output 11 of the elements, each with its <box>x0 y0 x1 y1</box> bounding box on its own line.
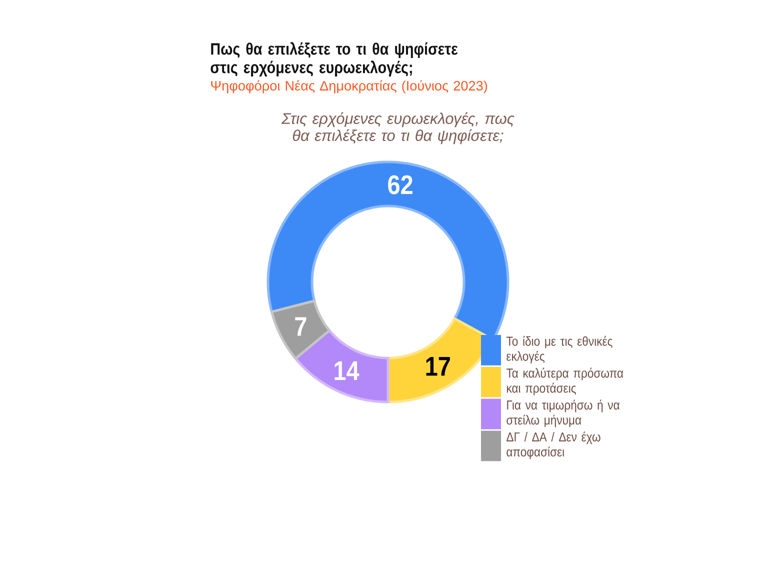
legend-label: Για να τιμωρήσω ή να στείλω μήνυμα <box>506 400 620 428</box>
text: Στις ερχόμενες ευρωεκλογές, πως θα επιλέξετε το τι θα ψηφίσετε; <box>282 112 514 144</box>
data-label: 17 <box>426 357 450 376</box>
data-label: 62 <box>388 175 412 194</box>
chart-subtitle: Ψηφοφόροι Νέας Δημοκρατίας (Ιούνιος 2023) <box>211 80 488 94</box>
legend-label: Το ίδιο με τις εθνικές εκλογές <box>506 336 612 364</box>
data-label: 7 <box>295 317 306 336</box>
legend-label: ΔΓ / ΔΑ / Δεν έχω αποφασίσει <box>506 432 600 460</box>
data-label: 14 <box>334 361 360 380</box>
chart-title: Πως θα επιλέξετε το τι θα ψηφίσετε στις ερχόμενες ευρωεκλογές; <box>210 42 458 76</box>
legend-label: Τα καλύτερα πρόσωπα και προτάσεις <box>506 368 624 396</box>
